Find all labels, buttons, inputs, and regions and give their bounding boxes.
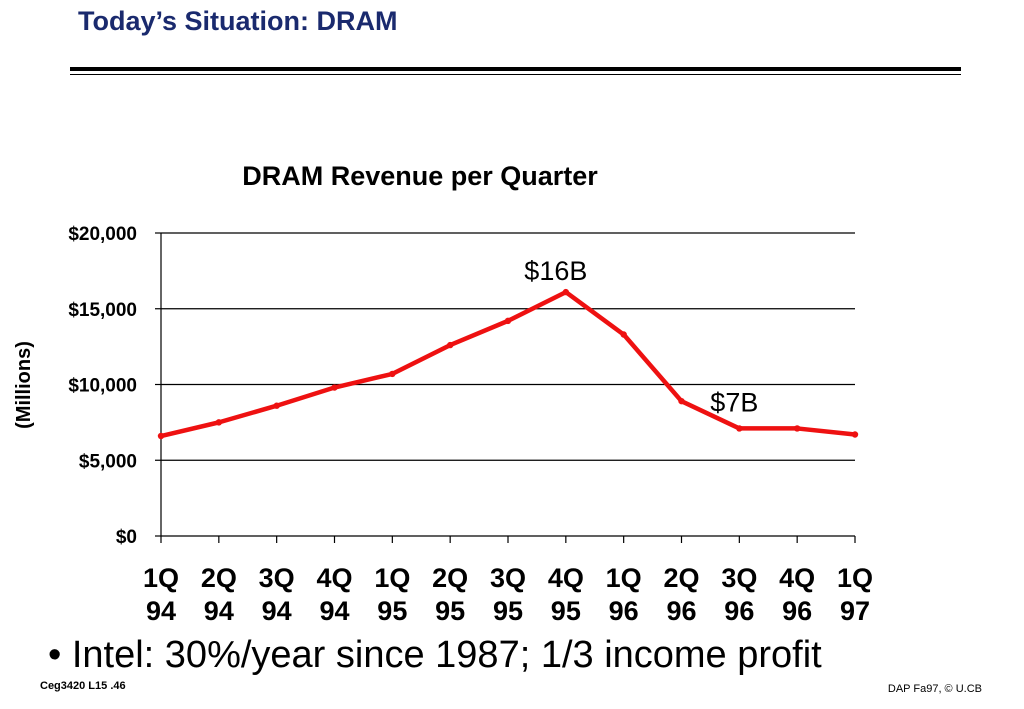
data-point [157,432,165,440]
x-tick-label-year: 95 [551,596,581,626]
data-point [678,397,685,405]
slide-title: Today’s Situation: DRAM [78,6,398,36]
data-point [215,419,223,426]
bullet-text: • Intel: 30%/year since 1987; 1/3 income… [48,634,822,676]
data-annotation: $16B [524,256,587,286]
data-point [620,331,627,338]
data-point [273,402,280,409]
x-tick-label-year: 96 [609,596,639,626]
data-point [504,317,512,325]
y-axis-label: (Millions) [13,341,35,429]
x-tick-label-year: 95 [493,596,523,626]
x-tick-label-year: 94 [146,596,176,626]
x-tick-label-year: 95 [435,596,465,626]
x-tick-label-quarter: 1Q [606,563,642,593]
x-tick-label-quarter: 3Q [721,563,757,593]
y-tick-label: $5,000 [79,451,137,472]
x-tick-label-year: 94 [262,596,292,626]
x-tick-label-quarter: 1Q [143,563,179,593]
x-tick-label-quarter: 4Q [316,563,352,593]
x-tick-label-quarter: 2Q [432,563,468,593]
footer-right: DAP Fa97, © U.CB [887,683,982,695]
title-rule-thin [70,74,961,75]
x-tick-label-year: 94 [204,596,234,626]
x-tick-label-quarter: 3Q [259,563,295,593]
x-tick-label-quarter: 4Q [548,563,584,593]
x-tick-label-year: 95 [377,596,407,626]
y-tick-label: $0 [116,527,137,548]
x-tick-label-year: 94 [319,596,349,626]
y-tick-label: $15,000 [68,300,137,321]
data-point [446,341,454,349]
y-tick-label: $20,000 [68,224,137,245]
title-rule-thick [70,67,961,71]
data-point [562,288,570,296]
data-point [736,425,743,432]
x-tick-label-year: 97 [840,596,870,626]
data-point [851,431,859,438]
data-point [331,384,338,391]
data-point [389,370,396,378]
data-annotation: $7B [710,387,758,417]
x-tick-label-quarter: 2Q [201,563,237,593]
x-tick-label-quarter: 1Q [837,563,873,593]
x-tick-label-year: 96 [782,596,812,626]
x-tick-label-year: 96 [666,596,696,626]
x-tick-label-quarter: 4Q [779,563,815,593]
x-tick-label-quarter: 2Q [663,563,699,593]
data-point [793,425,801,432]
footer-left: Ceg3420 L15 .46 [40,680,126,692]
x-tick-label-quarter: 1Q [374,563,410,593]
chart-title: DRAM Revenue per Quarter [242,161,598,191]
x-tick-label-year: 96 [724,596,754,626]
x-tick-label-quarter: 3Q [490,563,526,593]
y-tick-label: $10,000 [68,376,137,397]
